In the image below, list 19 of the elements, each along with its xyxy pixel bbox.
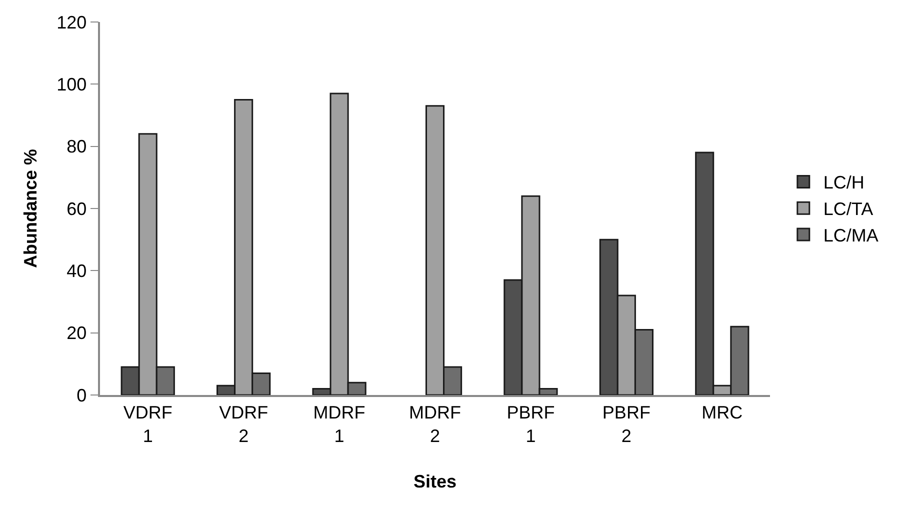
y-tick-label: 20 <box>66 323 87 344</box>
x-tick-label: MDRF 1 <box>313 402 366 446</box>
y-tick-label: 120 <box>56 12 87 32</box>
x-tick-label: PBRF 2 <box>602 402 650 446</box>
x-tick-label: PBRF 1 <box>506 402 555 446</box>
y-tick-label: 0 <box>76 385 87 406</box>
x-axis-title: Sites <box>413 472 457 492</box>
legend-label: LC/TA <box>823 199 874 220</box>
y-tick-label: 60 <box>66 198 87 219</box>
x-tick-label: MDRF 2 <box>409 402 461 446</box>
y-axis-title: Abundance % <box>20 148 40 268</box>
x-tick-label: VDRF 2 <box>219 402 268 446</box>
y-tick-label: 100 <box>56 74 87 94</box>
y-tick-label: 80 <box>66 136 87 157</box>
x-tick-label: VDRF 1 <box>123 402 172 446</box>
y-tick-label: 40 <box>66 260 87 281</box>
legend-label: LC/MA <box>823 226 878 246</box>
legend-label: LC/H <box>823 172 864 193</box>
x-tick-label: MRC <box>702 402 743 423</box>
